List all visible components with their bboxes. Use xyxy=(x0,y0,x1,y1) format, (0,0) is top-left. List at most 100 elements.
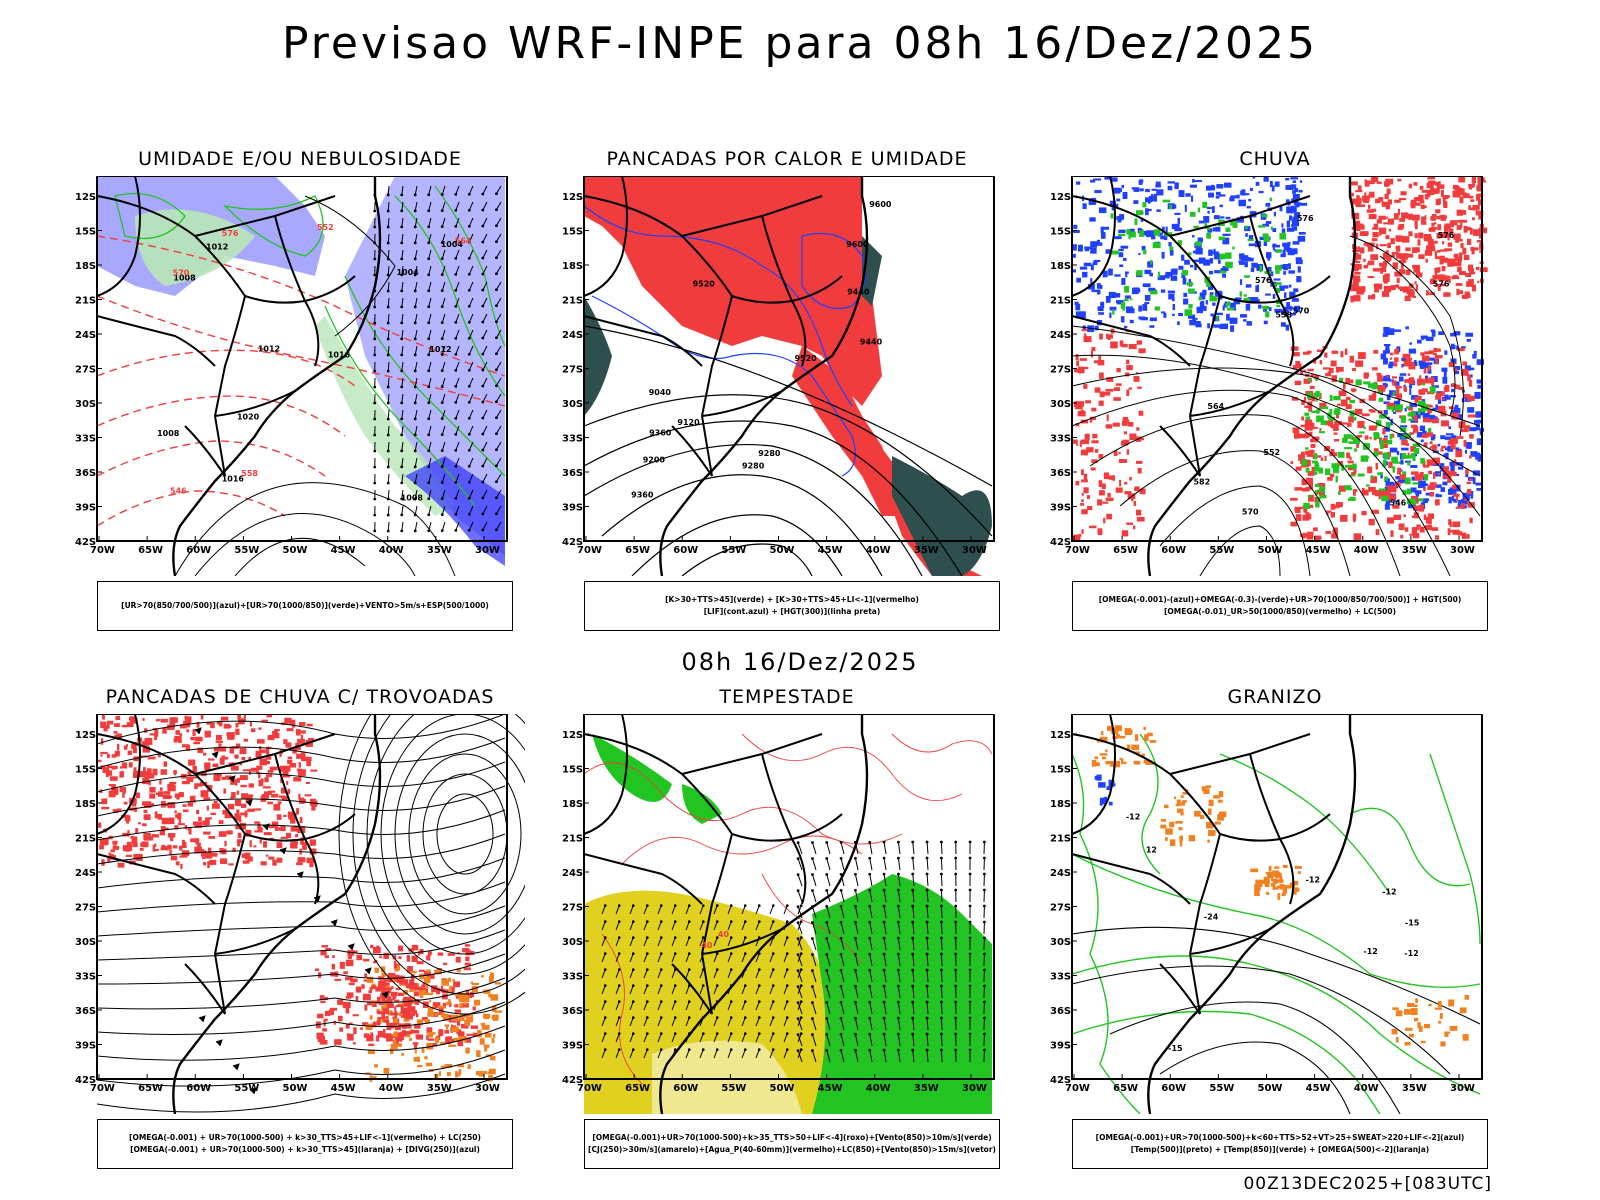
contour-label: 1020 xyxy=(237,413,260,422)
panel-legend: [OMEGA(-0.001)+UR>70(1000-500)+k<60+TTS>… xyxy=(1072,1119,1488,1169)
legend-line: [UR>70(850/700/500)](azul)+[UR>70(1000/8… xyxy=(121,601,489,610)
contour-label: 9440 xyxy=(847,288,870,297)
green-contours xyxy=(114,185,506,507)
vector-arrows xyxy=(601,840,986,1063)
lat-tick-label: 18S xyxy=(75,799,96,810)
lat-tick-label: 33S xyxy=(75,434,96,445)
contour-label: 1004 xyxy=(396,268,419,277)
panel-title: UMIDADE E/OU NEBULOSIDADE xyxy=(138,148,462,170)
forecast-map: 40 40 12S 15S 18S 21S 24S 27S 30S 33S 36S 39S 42S 70… xyxy=(562,714,1012,1114)
lat-tick-label: 33S xyxy=(75,972,96,983)
lat-tick-label: 15S xyxy=(1050,227,1071,238)
contour-label: -12 xyxy=(1126,812,1140,821)
contour-label: 9520 xyxy=(794,354,817,363)
lat-tick-label: 36S xyxy=(75,1006,96,1017)
lat-tick-label: 42S xyxy=(75,537,96,548)
contour-label: 9440 xyxy=(860,338,883,347)
lat-tick-label: 24S xyxy=(1050,330,1071,341)
lon-tick-label: 65W xyxy=(138,1083,163,1094)
contour-label: 564 xyxy=(1207,402,1224,411)
panel-title: GRANIZO xyxy=(1227,686,1323,708)
lat-tick-label: 39S xyxy=(562,503,583,514)
lat-tick-label: 21S xyxy=(1050,834,1071,845)
contour-label: 9120 xyxy=(677,418,700,427)
lat-tick-label: 42S xyxy=(562,537,583,548)
lon-tick-label: 60W xyxy=(1161,545,1186,556)
contour-label: 9360 xyxy=(631,490,654,499)
lat-tick-label: 33S xyxy=(1050,434,1071,445)
forecast-map: 582 576 576 570 576 564 558 552 546 576 570 12S 15S… xyxy=(1050,176,1500,576)
lat-tick-label: 12S xyxy=(562,192,583,203)
lon-tick-label: 30W xyxy=(475,545,500,556)
hail-speckle xyxy=(1091,725,1470,1047)
lat-tick-label: 24S xyxy=(562,868,583,879)
panel-trovoadas: PANCADAS DE CHUVA C/ TROVOADAS 12S 15S 18S… xyxy=(75,686,525,1186)
contour-label: 1012 xyxy=(258,344,280,353)
lat-tick-label: 36S xyxy=(1050,1006,1071,1017)
lat-tick-label: 30S xyxy=(1050,937,1071,948)
lat-tick-label: 15S xyxy=(75,227,96,238)
panel-title: TEMPESTADE xyxy=(719,686,855,708)
lon-tick-label: 60W xyxy=(673,1083,698,1094)
panel-chuva: CHUVA 582 576 576 570 576 564 558 552 546 576 570 … xyxy=(1050,148,1500,648)
lat-tick-label: 18S xyxy=(75,261,96,272)
lon-tick-label: 50W xyxy=(770,545,795,556)
lat-tick-label: 30S xyxy=(75,399,96,410)
lat-tick-label: 39S xyxy=(75,503,96,514)
contour-label: 546 xyxy=(1390,499,1407,508)
panel-title: PANCADAS POR CALOR E UMIDADE xyxy=(606,148,968,170)
lat-tick-label: 18S xyxy=(1050,799,1071,810)
lat-tick-label: 18S xyxy=(562,261,583,272)
lat-tick-label: 27S xyxy=(75,903,96,914)
lon-tick-label: 60W xyxy=(186,1083,211,1094)
lat-tick-label: 24S xyxy=(562,330,583,341)
contour-label: 9600 xyxy=(846,240,869,249)
lon-tick-label: 30W xyxy=(962,1083,987,1094)
lat-tick-label: 21S xyxy=(75,834,96,845)
lon-tick-label: 40W xyxy=(866,1083,891,1094)
lat-tick-label: 18S xyxy=(1050,261,1071,272)
lat-tick-label: 39S xyxy=(1050,503,1071,514)
lat-tick-label: 36S xyxy=(75,468,96,479)
lat-tick-label: 27S xyxy=(562,903,583,914)
lon-tick-label: 50W xyxy=(283,545,308,556)
lon-tick-label: 70W xyxy=(90,545,115,556)
precip-speckle xyxy=(1072,176,1488,542)
lon-tick-label: 70W xyxy=(90,1083,115,1094)
hgt-contours xyxy=(583,325,993,576)
contour-label: -15 xyxy=(1168,1044,1183,1053)
lon-tick-label: 65W xyxy=(625,545,650,556)
lon-tick-label: 65W xyxy=(625,1083,650,1094)
lat-tick-label: 15S xyxy=(75,765,96,776)
contour-label: 1008 xyxy=(157,429,180,438)
lat-tick-label: 21S xyxy=(1050,296,1071,307)
contour-label: 546 xyxy=(170,487,187,496)
lon-tick-label: 70W xyxy=(1065,1083,1090,1094)
lon-tick-label: 45W xyxy=(1306,545,1331,556)
lon-tick-label: 55W xyxy=(721,1083,746,1094)
map-svg: 582 576 576 570 576 564 558 552 546 576 570 12S 15S… xyxy=(1050,176,1488,576)
lon-tick-label: 65W xyxy=(1113,545,1138,556)
lon-tick-label: 70W xyxy=(1065,545,1090,556)
legend-line: [CJ(250)>30m/s](amarelo)+[Agua_P(40-60mm… xyxy=(588,1145,996,1154)
lon-tick-label: 35W xyxy=(914,545,939,556)
lon-tick-label: 50W xyxy=(283,1083,308,1094)
lif-contours xyxy=(583,205,866,477)
lat-tick-label: 27S xyxy=(1050,903,1071,914)
lat-tick-label: 39S xyxy=(1050,1041,1071,1052)
lon-tick-label: 50W xyxy=(770,1083,795,1094)
lat-tick-label: 39S xyxy=(562,1041,583,1052)
lat-tick-label: 15S xyxy=(562,765,583,776)
lon-tick-label: 65W xyxy=(1113,1083,1138,1094)
lat-tick-label: 18S xyxy=(562,799,583,810)
lon-tick-label: 35W xyxy=(1402,545,1427,556)
lon-tick-label: 40W xyxy=(866,545,891,556)
lon-tick-label: 70W xyxy=(577,1083,602,1094)
lat-tick-label: 33S xyxy=(562,972,583,983)
panel-granizo: GRANIZO -12 -12 -15 -15 -24 -12 -12 xyxy=(1050,686,1500,1186)
forecast-map: 12S 15S 18S 21S 24S 27S 30S 33S 36S 39S 42S 70W 65W 6… xyxy=(75,714,525,1114)
map-svg: 9600 9520 9440 9600 9520 9440 9360 9280 9200 9120… xyxy=(562,176,995,576)
panel-legend: [OMEGA(-0.001)-(azul)+OMEGA(-0.3)-(verde… xyxy=(1072,581,1488,631)
main-title: Previsao WRF-INPE para 08h 16/Dez/2025 xyxy=(282,18,1318,69)
lon-tick-label: 60W xyxy=(673,545,698,556)
